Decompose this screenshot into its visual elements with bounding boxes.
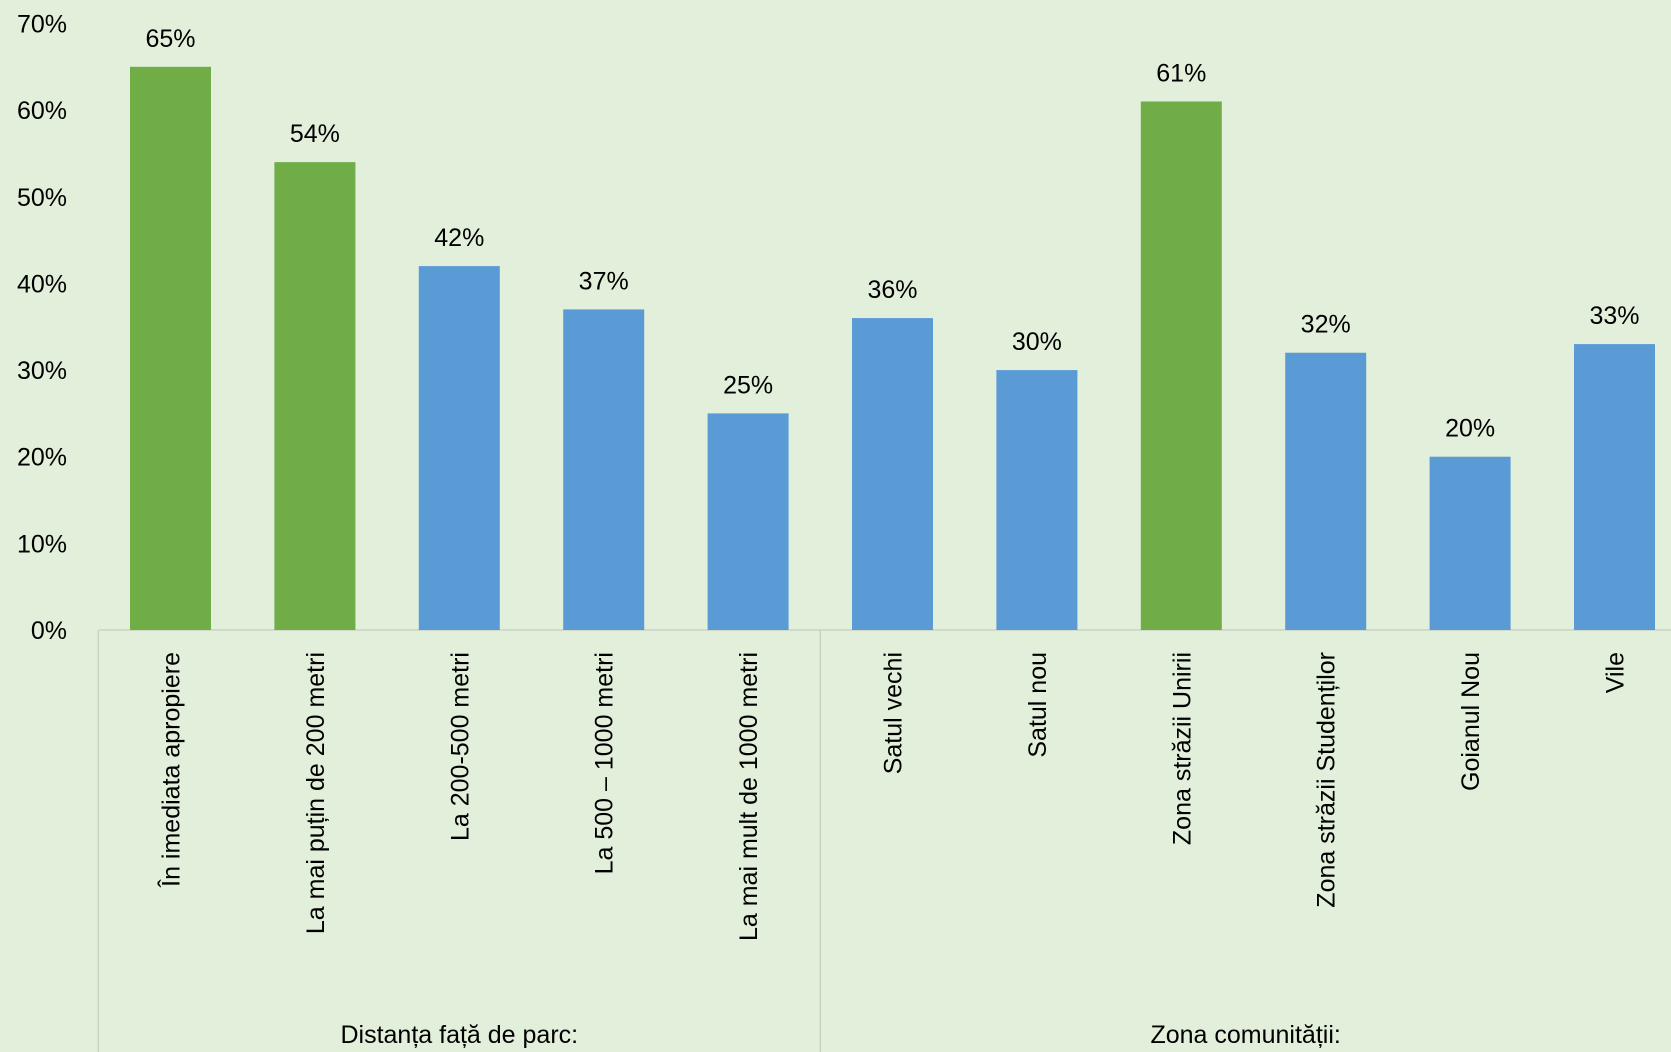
y-tick-label: 20% — [17, 444, 67, 472]
group-label: Zona comunității: — [1150, 1021, 1340, 1049]
bar — [707, 413, 789, 630]
bar — [996, 370, 1078, 630]
bar — [274, 162, 356, 630]
value-label: 33% — [1589, 302, 1639, 330]
x-tick-label: Zona străzii Studenților — [1313, 652, 1341, 908]
group-label: Distanța față de parc: — [340, 1021, 578, 1049]
bar — [852, 318, 933, 630]
x-tick-label: Zona străzii Unirii — [1168, 652, 1196, 845]
x-tick-label: La 200-500 metri — [446, 652, 474, 841]
value-label: 37% — [579, 267, 629, 295]
value-label: 54% — [290, 120, 340, 148]
value-label: 32% — [1301, 311, 1351, 339]
y-tick-label: 10% — [17, 530, 67, 558]
x-tick-label: Goianul Nou — [1457, 652, 1485, 791]
y-tick-label: 50% — [17, 184, 67, 212]
value-label: 65% — [145, 25, 195, 53]
y-tick-label: 70% — [17, 11, 67, 39]
y-tick-label: 0% — [31, 617, 67, 645]
bar — [1140, 101, 1222, 630]
bar — [418, 266, 500, 630]
value-label: 36% — [867, 276, 917, 304]
x-tick-label: La mai mult de 1000 metri — [735, 652, 763, 941]
bar — [563, 309, 645, 630]
x-tick-label: Satul nou — [1024, 652, 1052, 758]
x-tick-label: În imediata apropiere — [157, 652, 186, 888]
value-label: 30% — [1012, 328, 1062, 356]
x-tick-label: Vile — [1602, 652, 1630, 693]
y-tick-label: 40% — [17, 270, 67, 298]
value-label: 42% — [434, 224, 484, 252]
value-label: 20% — [1445, 415, 1495, 443]
y-tick-label: 30% — [17, 357, 67, 385]
value-label: 61% — [1156, 59, 1206, 87]
bar — [1429, 456, 1511, 630]
bar — [130, 66, 211, 631]
bar — [1574, 344, 1655, 630]
x-tick-label: La mai puțin de 200 metri — [302, 652, 330, 934]
y-tick-label: 60% — [17, 97, 67, 125]
x-tick-label: Satul vechi — [880, 652, 908, 774]
value-label: 25% — [723, 371, 773, 399]
x-tick-label: La 500 – 1000 metri — [591, 652, 619, 874]
bar — [1285, 352, 1367, 630]
